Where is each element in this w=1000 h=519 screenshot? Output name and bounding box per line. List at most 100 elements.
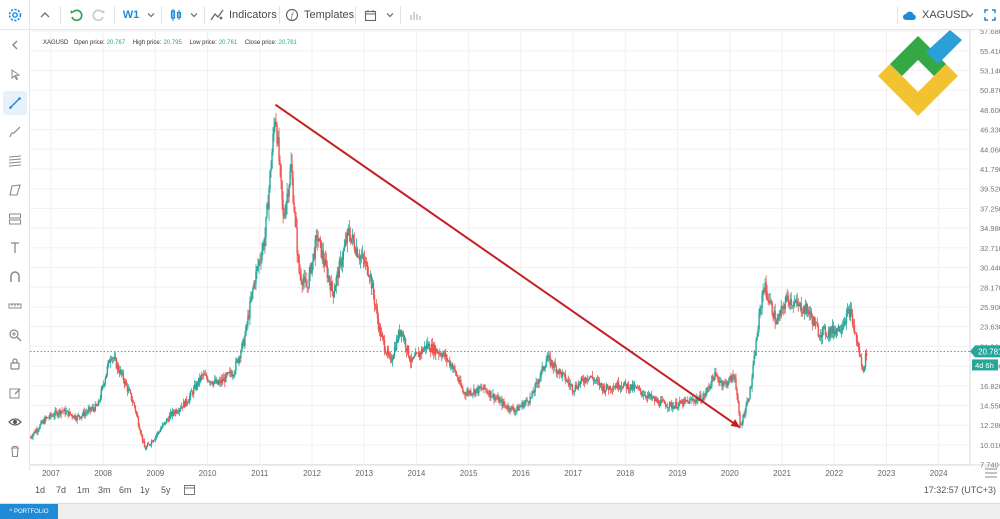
candle-body <box>470 390 472 395</box>
candle-body <box>715 372 717 376</box>
fullscreen-button[interactable] <box>980 0 1000 30</box>
candle-body <box>409 360 412 363</box>
magnet-tool[interactable] <box>3 265 27 289</box>
candle-body <box>148 443 151 445</box>
candle-body <box>252 288 254 292</box>
undo-button[interactable] <box>66 0 86 30</box>
trend-arrowhead <box>730 419 741 428</box>
candle-body <box>534 384 536 393</box>
candle-body <box>450 363 452 367</box>
interval-dropdown[interactable] <box>144 0 158 30</box>
candle-body <box>512 407 514 410</box>
price-tick-label: 39.520 <box>980 185 1000 194</box>
candle-body <box>679 400 681 404</box>
candle-body <box>159 429 162 432</box>
candle-body <box>842 324 845 327</box>
candle-body <box>211 381 213 384</box>
range-button-1y[interactable]: 1y <box>140 485 150 495</box>
templates-button[interactable]: f Templates <box>285 0 354 30</box>
candle-body <box>220 380 222 384</box>
measure-tool[interactable] <box>3 294 27 318</box>
candle-body <box>732 374 734 378</box>
candle-body <box>156 432 159 435</box>
candle-body <box>855 332 858 342</box>
candle-body <box>137 417 140 426</box>
candle-body <box>809 311 812 313</box>
candle-body <box>127 388 130 392</box>
symbol-dropdown[interactable] <box>963 0 977 30</box>
indicators-button[interactable]: Indicators <box>210 0 277 30</box>
settings-button[interactable] <box>0 0 30 30</box>
pattern-tool[interactable] <box>3 178 27 202</box>
candle-body <box>239 357 241 359</box>
candle-body <box>424 345 427 349</box>
candle-body <box>733 376 735 378</box>
clock-time[interactable]: 17:32:57 (UTC+3) <box>923 485 996 495</box>
candle-body <box>495 397 497 399</box>
candle-body <box>811 316 814 325</box>
redo-button[interactable] <box>89 0 109 30</box>
delete-tool[interactable] <box>3 439 27 463</box>
candle-body <box>204 374 206 376</box>
candle-body <box>852 324 855 326</box>
candle-body <box>342 250 345 261</box>
candle-body <box>181 406 184 408</box>
candle-body <box>267 203 269 210</box>
candle-body <box>485 388 487 391</box>
candles-group <box>30 112 868 451</box>
candle-body <box>274 121 276 127</box>
calendar-button[interactable] <box>360 0 380 30</box>
candle-body <box>200 376 202 382</box>
lock-icon <box>10 358 20 370</box>
interval-button[interactable]: W1 <box>122 9 140 21</box>
collapse-button[interactable] <box>33 0 57 30</box>
symbol-selector[interactable]: XAGUSD <box>902 0 968 30</box>
visibility-tool[interactable] <box>3 410 27 434</box>
trash-icon <box>11 445 19 458</box>
candle-body <box>54 410 56 416</box>
text-tool[interactable] <box>3 236 27 260</box>
candle-body <box>343 246 346 251</box>
range-button-7d[interactable]: 7d <box>56 485 67 495</box>
range-button-6m[interactable]: 6m <box>119 485 132 495</box>
candle-body <box>341 260 344 266</box>
candle-body <box>361 254 364 257</box>
trendline-tool[interactable] <box>3 91 27 115</box>
range-button-1d[interactable]: 1d <box>35 485 46 495</box>
candle-body <box>158 431 161 433</box>
candle-body <box>704 394 706 397</box>
projection-icon <box>9 213 21 225</box>
candle-body <box>605 384 608 391</box>
volume-button[interactable] <box>405 0 425 30</box>
range-button-3m[interactable]: 3m <box>98 485 111 495</box>
projection-tool[interactable] <box>3 207 27 231</box>
calendar-dropdown[interactable] <box>383 0 397 30</box>
candle-body <box>800 303 802 313</box>
portfolio-tab[interactable]: ^ PORTFOLIO <box>0 504 58 519</box>
chart-area[interactable]: 57.680 55.410 53.140 50.870 48.600 46.330 44.0… <box>30 30 1000 480</box>
range-button-1m[interactable]: 1m <box>77 485 90 495</box>
candle-body <box>353 240 356 250</box>
edit-tool[interactable] <box>3 381 27 405</box>
fib-tool[interactable] <box>3 149 27 173</box>
candle-body <box>784 302 786 310</box>
zoom-tool[interactable] <box>3 323 27 347</box>
cursor-tool[interactable] <box>3 62 27 86</box>
chart-type-button[interactable] <box>166 0 186 30</box>
candle-body <box>369 274 372 278</box>
date-range-calendar-icon[interactable] <box>184 484 195 497</box>
brush-tool[interactable] <box>3 120 27 144</box>
back-tool[interactable] <box>3 33 27 57</box>
range-button-5y[interactable]: 5y <box>161 485 171 495</box>
candle-body <box>558 369 560 374</box>
candle-body <box>787 295 789 302</box>
price-chart[interactable]: 57.680 55.410 53.140 50.870 48.600 46.330 44.0… <box>30 30 1000 480</box>
lock-tool[interactable] <box>3 352 27 376</box>
candle-body <box>134 406 137 412</box>
candle-body <box>563 372 565 374</box>
candle-body <box>788 301 790 305</box>
candle-body <box>170 412 173 416</box>
time-tick-label: 2017 <box>564 469 582 478</box>
chart-type-dropdown[interactable] <box>187 0 201 30</box>
candle-body <box>696 397 698 400</box>
